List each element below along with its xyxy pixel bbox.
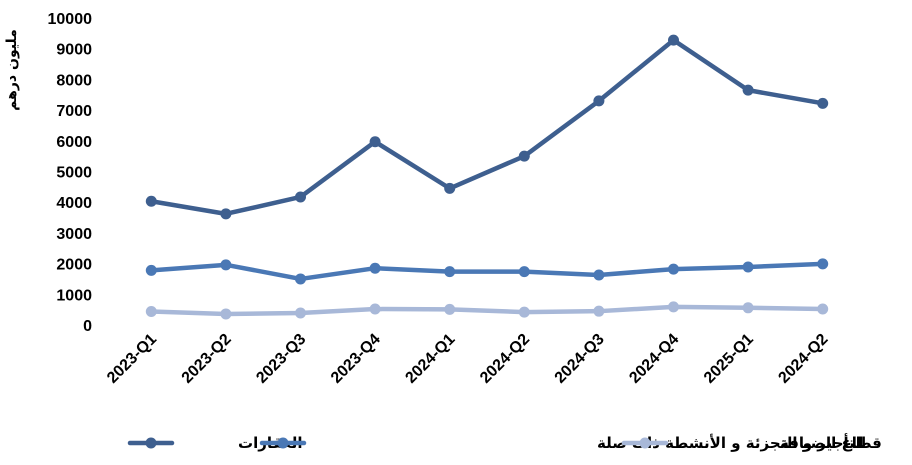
x-axis-ticks: 2023-Q1 2023-Q2 2023-Q3 2023-Q4 2024-Q1 2024-… [104, 331, 832, 387]
data-point [593, 305, 605, 317]
legend-marker [277, 437, 289, 449]
data-point [145, 195, 157, 207]
data-point [444, 182, 456, 194]
legend-marker [145, 437, 157, 449]
y-tick-label: 10000 [48, 11, 93, 28]
y-tick-label: 5000 [56, 165, 92, 182]
data-point [518, 266, 530, 278]
x-tick-label: 2024-Q2 [477, 331, 533, 387]
x-tick-label: 2024-Q2 [775, 331, 831, 387]
y-tick-label: 3000 [56, 226, 92, 243]
x-tick-label: 2024-Q4 [626, 331, 682, 387]
data-point [369, 262, 381, 274]
x-tick-label: 2025-Q1 [701, 331, 757, 387]
data-point [369, 303, 381, 315]
y-axis-title: مليون درهم [4, 29, 20, 111]
y-axis-title-group: مليون درهم [4, 29, 20, 111]
series-layer [145, 34, 829, 320]
data-point [742, 84, 754, 96]
series-line [149, 261, 825, 282]
series-line [149, 304, 825, 317]
data-point [742, 261, 754, 273]
y-tick-label: 7000 [56, 103, 92, 120]
x-tick-label: 2023-Q2 [179, 331, 235, 387]
series-3 [145, 301, 829, 320]
data-point [145, 264, 157, 276]
data-point [295, 191, 306, 203]
y-tick-label: 1000 [56, 287, 92, 304]
y-tick-label: 6000 [56, 134, 92, 151]
x-tick-label: 2023-Q3 [253, 331, 309, 387]
series-2 [145, 258, 829, 285]
data-point [518, 150, 530, 162]
y-tick-label: 8000 [56, 72, 92, 89]
data-point [145, 305, 157, 317]
legend-item: التأجير و التجزئة و الأنشطة ذات صلة [259, 433, 866, 452]
y-tick-label: 0 [83, 318, 92, 335]
data-point [295, 273, 306, 285]
data-point [817, 258, 829, 270]
x-tick-label: 2024-Q1 [402, 331, 458, 387]
data-point [220, 259, 232, 271]
legend-label: قطاع الضيافة [780, 434, 882, 452]
y-tick-label: 4000 [56, 195, 92, 212]
data-point [593, 95, 605, 107]
data-point [668, 263, 679, 275]
data-point [220, 308, 232, 320]
data-point [668, 301, 679, 313]
series-1 [145, 34, 829, 220]
data-point [220, 208, 232, 220]
legend-label: التأجير و التجزئة و الأنشطة ذات صلة [597, 433, 866, 452]
data-point [593, 269, 605, 281]
y-tick-label: 9000 [56, 42, 92, 59]
y-tick-label: 2000 [56, 257, 92, 274]
data-point [817, 97, 829, 109]
legend: العقاراتالتأجير و التجزئة و الأنشطة ذات … [127, 433, 882, 452]
x-tick-label: 2024-Q3 [552, 331, 608, 387]
x-tick-label: 2023-Q1 [104, 331, 160, 387]
series-line [149, 37, 825, 217]
data-point [444, 266, 456, 278]
data-point [742, 302, 754, 314]
data-point [369, 136, 381, 148]
data-point [518, 306, 530, 318]
data-point [817, 303, 829, 315]
data-point [444, 303, 456, 315]
data-point [295, 307, 306, 319]
y-axis-ticks: 0 1000 2000 3000 4000 5000 6000 7000 8000 9000 100… [48, 11, 93, 335]
legend-item: قطاع الضيافة [621, 434, 882, 452]
legend-marker [639, 437, 651, 449]
data-point [668, 34, 679, 46]
x-tick-label: 2023-Q4 [328, 331, 384, 387]
